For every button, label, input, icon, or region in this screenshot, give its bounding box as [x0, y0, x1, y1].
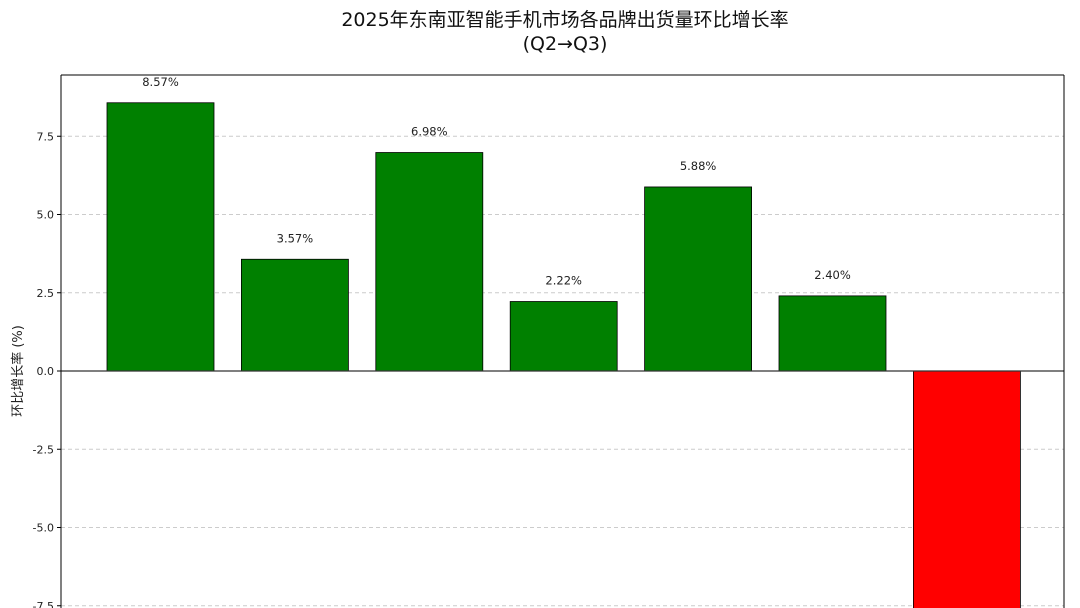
gridlines — [61, 135, 1064, 607]
y-tick-label: 5.0 — [37, 209, 55, 222]
data-label: 5.88% — [680, 159, 717, 173]
data-label: 2.22% — [545, 274, 582, 288]
axes: -7.5 -5.0 -2.5 0.0 2.5 5.0 7.5 — [33, 74, 1065, 608]
data-labels: 8.57% 3.57% 6.98% 2.22% 5.88% 2.40% — [142, 75, 851, 288]
bar — [778, 295, 887, 372]
bar — [644, 186, 752, 372]
chart-subtitle: (Q2→Q3) — [522, 33, 608, 55]
y-tick-label: 2.5 — [37, 287, 55, 300]
bar — [509, 301, 618, 372]
y-tick-label: -7.5 — [33, 600, 54, 608]
data-label: 8.57% — [142, 75, 179, 89]
y-tick-label: -2.5 — [33, 443, 54, 456]
bar — [240, 258, 349, 372]
y-tick-label: -5.0 — [33, 522, 54, 535]
y-axis-title: 环比增长率 (%) — [10, 325, 26, 417]
y-tick-label: 7.5 — [37, 130, 55, 143]
bar — [375, 152, 484, 372]
data-label: 3.57% — [277, 231, 314, 245]
data-label: 2.40% — [814, 268, 851, 282]
y-tick-label: 0.0 — [37, 365, 55, 378]
data-label: 6.98% — [411, 125, 448, 139]
bar — [913, 370, 1021, 608]
bar — [106, 102, 215, 372]
bars — [106, 102, 1021, 608]
chart-title: 2025年东南亚智能手机市场各品牌出货量环比增长率 — [341, 9, 789, 31]
